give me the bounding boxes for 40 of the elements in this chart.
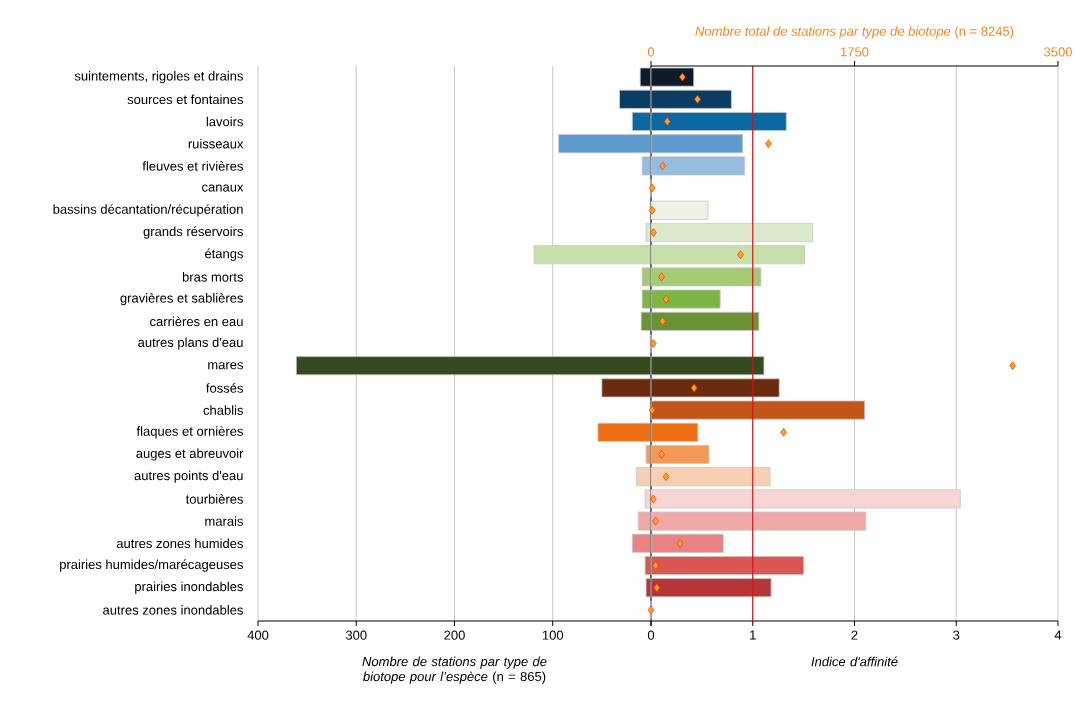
x-tick-label: 100 [542, 630, 564, 640]
x-axis-title: Nombre de stations par type de biotope pour l’espèce (n = 865) [362, 656, 547, 684]
x-tick-label: 0 [647, 630, 655, 640]
y-tick-label: lavoirs [206, 116, 243, 127]
x-tick-label: 3 [953, 630, 960, 640]
y-tick-label: ruisseaux [188, 138, 244, 149]
y-tick-label: fleuves et rivières [142, 161, 243, 171]
y-tick-label: autres points d'eau [134, 470, 243, 483]
y-tick-label: étangs [204, 248, 243, 261]
y-tick-label: tourbières [185, 494, 243, 504]
y-tick-label: grands réservoirs [143, 226, 243, 239]
y-tick-label: mares [208, 362, 243, 370]
y-tick-label: autres zones humides [116, 538, 243, 549]
y-tick-label: fossés [206, 383, 244, 393]
y-tick-label: autres zones inondables [103, 605, 243, 615]
y-tick-label: prairies humides/marécageuses [60, 559, 243, 572]
x-tick-label: 300 [345, 630, 367, 640]
x-tick-label: 1 [750, 630, 756, 640]
x-tick-label: 4 [1054, 630, 1062, 640]
y-tick-label: bassins décantation/récupération [53, 204, 243, 217]
y-tick-label: prairies inondables [135, 581, 243, 594]
x-tick-label: 2 [851, 630, 858, 640]
x-tick-label: 200 [444, 630, 465, 640]
y-tick-label: sources et fontaines [127, 94, 243, 105]
x2-tick-label: 3500 [1044, 47, 1072, 57]
x2-tick-label: 0 [647, 47, 655, 57]
y-tick-label: marais [205, 516, 243, 526]
x2-axis-title: Nombre total de stations par type de biotope (n = 8245) [695, 26, 1014, 39]
x-tick-label: 400 [247, 630, 269, 640]
y-tick-label: canaux [202, 184, 244, 192]
y-tick-label: gravières et sablières [120, 292, 243, 306]
x2-tick-label: 1750 [841, 47, 869, 57]
y-tick-label: auges et abreuvoir [136, 448, 244, 461]
y-tick-label: chablis [203, 405, 243, 415]
y-tick-label: flaques et ornières [136, 426, 243, 439]
x-axis-title: Indice d'affinité [811, 656, 898, 667]
y-tick-label: autres plans d'eau [138, 337, 243, 350]
y-tick-label: bras morts [182, 272, 243, 282]
y-tick-label: carrières en eau [150, 316, 243, 327]
y-tick-label: suintements, rigoles et drains [74, 71, 243, 84]
